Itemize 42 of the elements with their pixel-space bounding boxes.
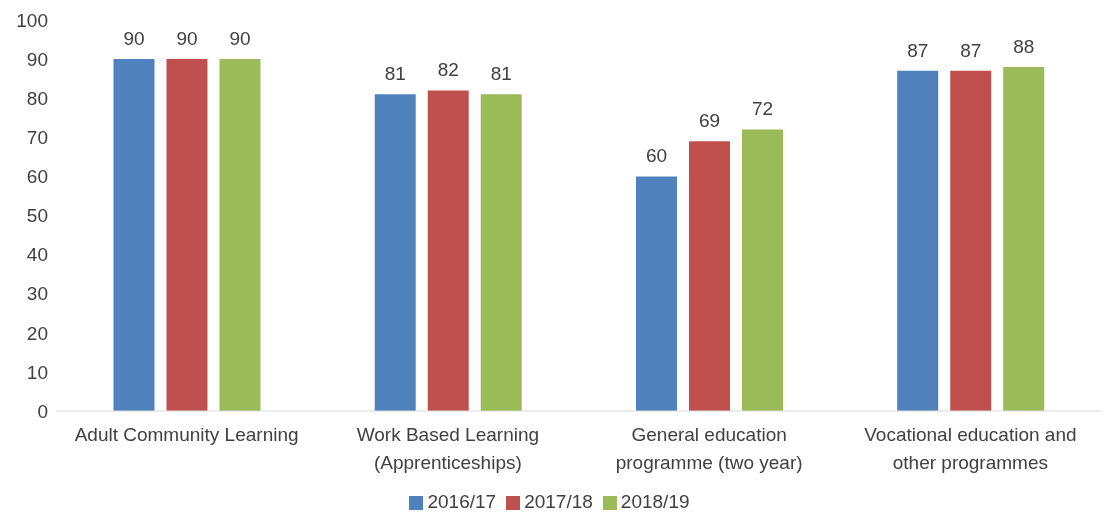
x-tick-label: Work Based Learning (Apprenticeships) [356, 424, 540, 473]
bar [219, 59, 261, 411]
legend-label: 2016/17 [427, 491, 497, 512]
data-label: 90 [123, 28, 145, 50]
y-tick-label: 0 [37, 400, 48, 422]
x-tick-label: General education programme (two year) [615, 424, 803, 473]
bar [1003, 66, 1045, 411]
data-label: 69 [698, 110, 721, 132]
data-label: 81 [384, 63, 406, 85]
data-label: 87 [960, 39, 982, 61]
x-tick-label: Adult Community Learning [74, 424, 299, 445]
data-label: 60 [645, 145, 668, 167]
y-tick-label: 90 [26, 48, 48, 70]
y-tick-label: 50 [26, 205, 48, 227]
data-label: 90 [229, 28, 251, 50]
data-label: 88 [1013, 35, 1035, 57]
y-tick-label: 80 [26, 87, 48, 109]
bar [688, 141, 730, 411]
bar [374, 94, 416, 411]
bar [741, 129, 783, 411]
data-label: 90 [176, 28, 198, 50]
y-tick-label: 10 [26, 361, 48, 383]
bar [635, 176, 677, 411]
bar [427, 90, 469, 411]
y-tick-label: 30 [26, 283, 48, 305]
x-tick-label: Vocational education and other programmes [864, 424, 1077, 473]
bar [950, 70, 992, 411]
data-label: 72 [751, 98, 774, 120]
y-tick-label: 70 [26, 127, 48, 149]
y-tick-label: 60 [26, 166, 48, 188]
bar [113, 59, 155, 411]
data-label: 81 [490, 63, 512, 85]
y-tick-label: 20 [26, 322, 48, 344]
y-tick-label: 40 [26, 244, 48, 266]
legend-label: 2017/18 [524, 491, 593, 512]
bar [166, 59, 208, 411]
bar [897, 70, 939, 411]
data-label: 87 [907, 39, 929, 61]
data-label: 82 [437, 59, 459, 81]
legend-label: 2018/19 [620, 491, 690, 512]
y-tick-label: 100 [16, 9, 48, 31]
bar [480, 94, 522, 411]
